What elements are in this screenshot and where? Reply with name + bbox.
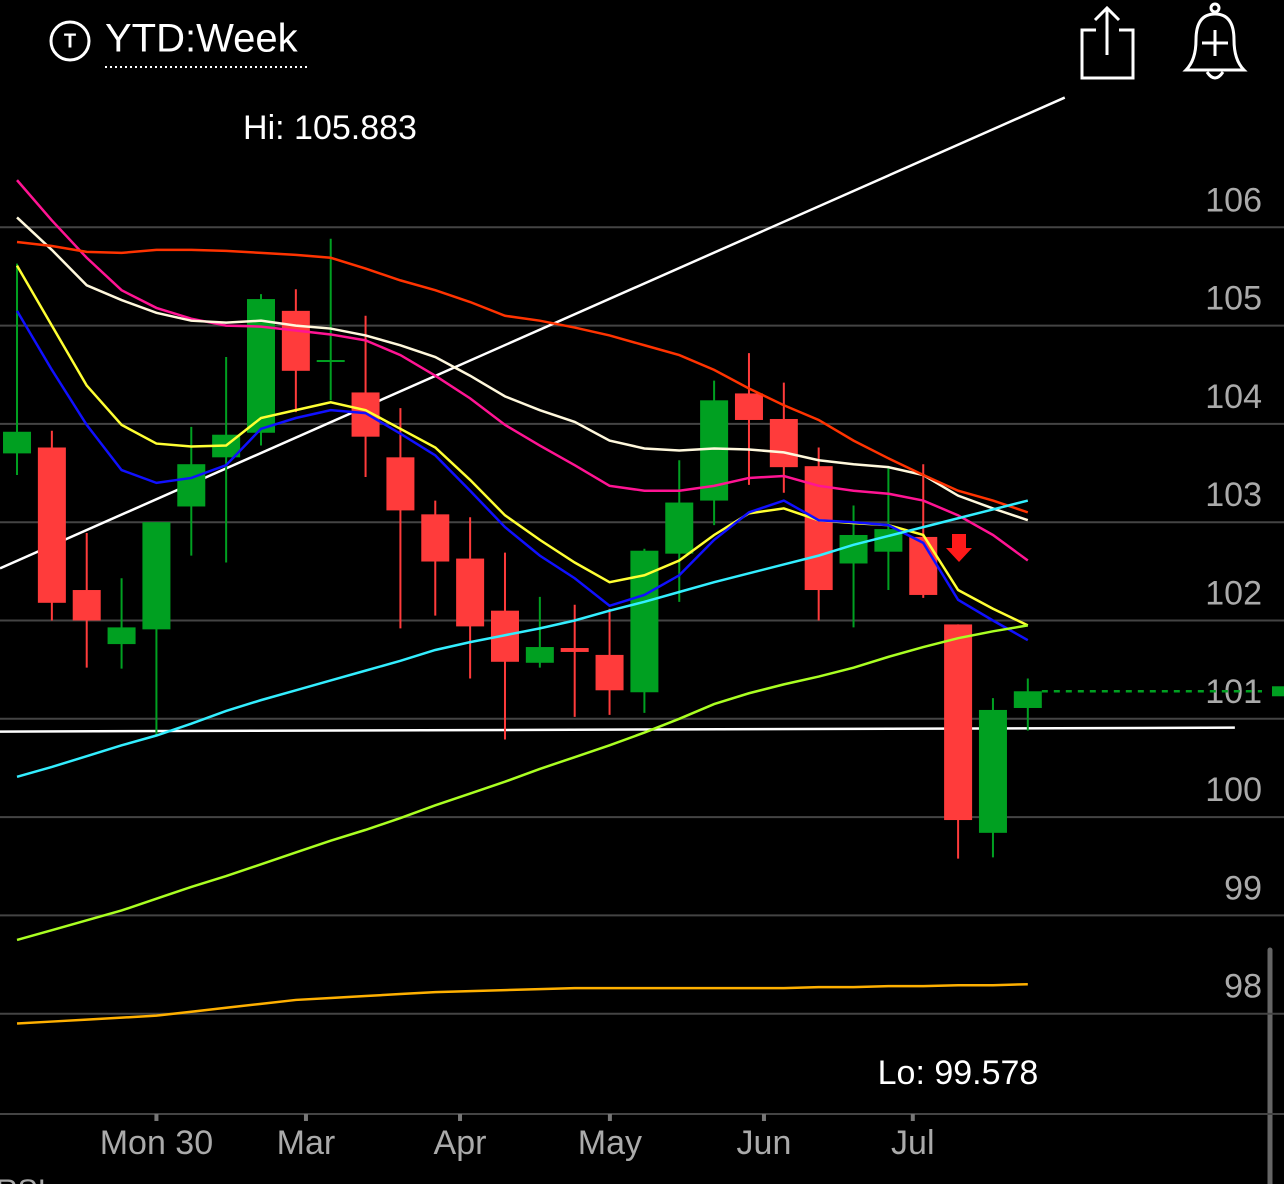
candle-body: [456, 558, 485, 627]
moving-average: [16, 216, 1029, 522]
x-tick-label: May: [578, 1124, 642, 1162]
candle-body: [142, 522, 171, 630]
indicator-label: RSI: [0, 1174, 46, 1184]
candle-body: [246, 299, 275, 433]
candle-body: [72, 590, 101, 621]
signal-arrow: [946, 534, 972, 562]
x-tick-label: Mar: [277, 1124, 336, 1162]
moving-average: [16, 624, 1029, 942]
ticker-icon[interactable]: [49, 20, 91, 62]
candle-body: [37, 447, 66, 603]
candle-body: [421, 514, 450, 562]
moving-average: [16, 499, 1029, 779]
moving-average: [16, 179, 1029, 562]
x-tick-label: Jun: [737, 1124, 792, 1162]
candle-body: [595, 654, 624, 691]
candle-body: [3, 431, 32, 454]
x-tick-label: Jul: [891, 1124, 934, 1162]
candle-body: [839, 534, 868, 564]
candle-body: [177, 464, 206, 507]
candle-body: [1013, 691, 1042, 708]
period-selector[interactable]: YTD:Week: [105, 17, 299, 61]
candle-body: [525, 647, 554, 663]
y-tick-label: 100: [1205, 771, 1262, 809]
candle-body: [769, 418, 798, 468]
high-label: Hi: 105.883: [243, 109, 417, 147]
alert-button[interactable]: [1182, 2, 1248, 80]
trend-line: [0, 726, 1235, 733]
share-button[interactable]: [1080, 5, 1135, 80]
ticker-icon-letter: T: [64, 30, 76, 52]
y-tick-label: 104: [1205, 378, 1262, 416]
candle-body: [909, 536, 938, 595]
candle-body: [316, 360, 345, 363]
x-tick-label: Mon 30: [100, 1124, 213, 1162]
last-price-marker: [1272, 686, 1284, 697]
y-tick-label: 106: [1205, 181, 1262, 219]
moving-average: [15, 310, 1029, 642]
moving-average: [16, 240, 1029, 514]
y-tick-label: 103: [1205, 476, 1262, 514]
candle-body: [386, 457, 415, 511]
candle-body: [281, 310, 310, 371]
candle-body: [978, 709, 1007, 833]
x-tick-label: Apr: [434, 1124, 487, 1162]
y-tick-label: 99: [1224, 869, 1262, 907]
candle-body: [665, 502, 694, 554]
candle-body: [107, 627, 136, 645]
y-tick-label: 105: [1205, 280, 1262, 318]
y-tick-label: 98: [1224, 968, 1262, 1006]
low-label: Lo: 99.578: [878, 1054, 1039, 1092]
candle-body: [734, 393, 763, 420]
header: T YTD:Week: [49, 2, 1248, 80]
candle-body: [560, 648, 589, 652]
y-tick-label: 102: [1205, 574, 1262, 612]
moving-average: [16, 982, 1028, 1025]
candle-body: [944, 624, 973, 821]
